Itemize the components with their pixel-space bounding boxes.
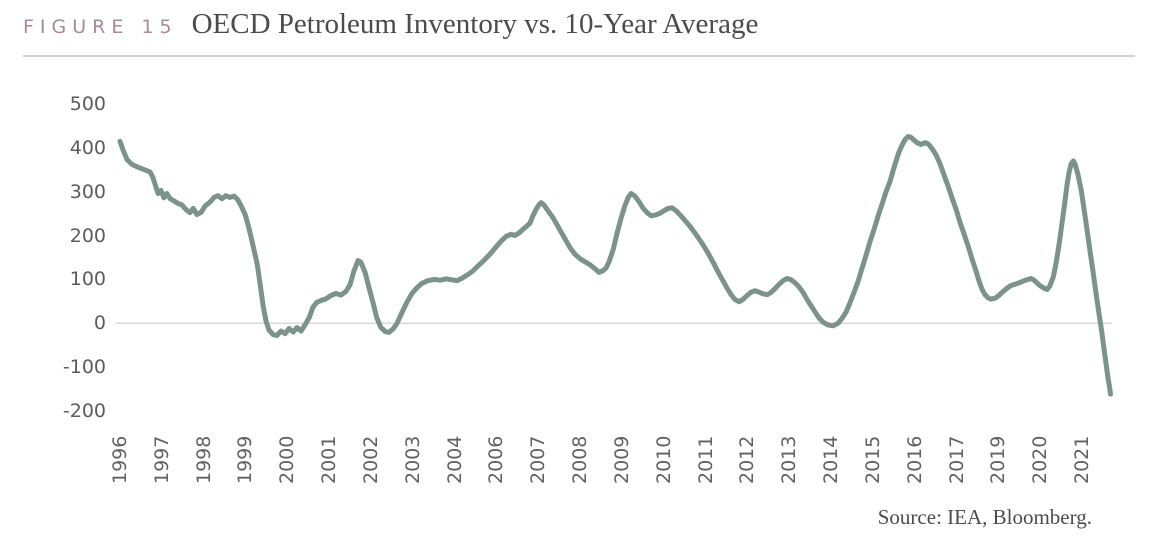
x-tick-label: 2015	[861, 435, 884, 484]
x-tick-label: 2001	[318, 435, 341, 484]
figure-header: FIGURE 15 OECD Petroleum Inventory vs. 1…	[23, 8, 758, 41]
source-caption: Source: IEA, Bloomberg.	[877, 505, 1092, 529]
x-tick-label: 2017	[945, 435, 968, 484]
y-tick-label: 400	[69, 136, 106, 159]
x-tick-label: 2008	[569, 435, 592, 484]
x-tick-label: 2007	[527, 435, 550, 484]
x-tick-label: 2003	[401, 435, 424, 484]
y-tick-label: -200	[62, 399, 106, 422]
figure-title: OECD Petroleum Inventory vs. 10-Year Ave…	[191, 8, 759, 40]
x-tick-label: 2021	[1071, 435, 1094, 484]
x-tick-label: 1996	[109, 435, 131, 484]
y-tick-label: 100	[69, 268, 106, 291]
x-tick-label: 2010	[652, 435, 675, 484]
x-tick-label: 1999	[234, 435, 257, 484]
y-tick-label: 200	[69, 224, 106, 247]
header-divider	[23, 55, 1135, 57]
figure-number-label: FIGURE 15	[23, 16, 178, 38]
x-tick-label: 2000	[276, 435, 299, 484]
y-tick-label: 500	[69, 93, 106, 116]
x-tick-label: 2014	[820, 435, 843, 484]
x-tick-label: 2006	[485, 435, 508, 484]
x-tick-label: 2013	[778, 435, 801, 484]
x-tick-label: 2004	[443, 435, 466, 484]
x-tick-label: 2020	[1029, 435, 1052, 484]
inventory-line	[117, 134, 1113, 397]
x-tick-label: 2012	[736, 435, 759, 484]
x-tick-label: 2002	[359, 435, 382, 484]
x-tick-label: 2009	[610, 435, 633, 484]
y-tick-label: -100	[62, 356, 106, 379]
x-tick-label: 1997	[150, 435, 173, 484]
y-tick-label: 300	[69, 180, 106, 203]
x-tick-label: 2019	[987, 435, 1010, 484]
y-tick-label: 0	[93, 312, 106, 335]
x-tick-label: 1998	[192, 435, 215, 484]
x-tick-label: 2016	[903, 435, 926, 484]
x-tick-label: 2011	[694, 435, 717, 484]
